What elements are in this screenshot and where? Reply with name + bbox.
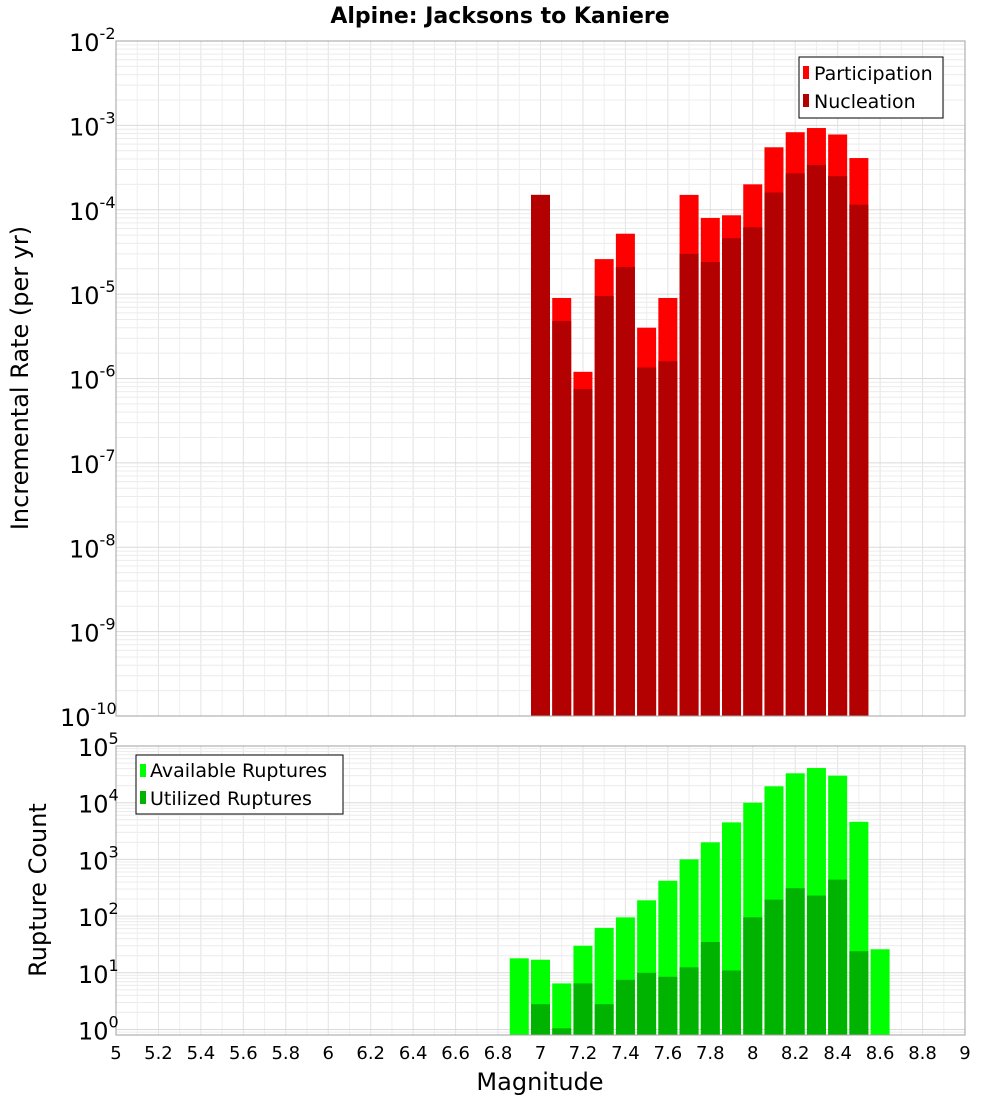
x-tick-label: 7.8 <box>696 1043 725 1064</box>
rate-plot-bar-nucleation <box>722 238 742 716</box>
rupture-count-bar-utilized-ruptures <box>615 979 635 1035</box>
rupture-count-bar-utilized-ruptures <box>658 976 678 1035</box>
x-tick-label: 5.6 <box>229 1043 258 1064</box>
x-tick-label: 5.4 <box>187 1043 216 1064</box>
rate-plot-y-tick-label: 10-8 <box>69 530 116 563</box>
rate-plot-legend: Participation Nucleation <box>798 56 944 119</box>
rupture-count-bar-utilized-ruptures <box>573 983 593 1035</box>
rate-plot-y-tick-label: 10-2 <box>69 24 116 57</box>
rupture-count-y-tick-label: 103 <box>78 842 119 875</box>
rupture-count-y-tick-label: 102 <box>78 899 119 932</box>
rate-plot-bar-nucleation <box>658 361 678 716</box>
rupture-count-bar-utilized-ruptures <box>594 1004 614 1035</box>
rate-plot-bar-nucleation <box>594 296 614 716</box>
rupture-count-bar-available-ruptures <box>509 958 529 1035</box>
x-tick-label: 5.8 <box>271 1043 300 1064</box>
legend-participation-label: Participation <box>814 63 933 85</box>
x-tick-label: 8.8 <box>908 1043 937 1064</box>
rate-plot-bar-nucleation <box>615 266 635 716</box>
rate-plot-y-tick-label: 10-7 <box>69 446 116 479</box>
rupture-count-y-tick-label: 105 <box>78 729 119 762</box>
rate-plot-y-tick-label: 10-4 <box>69 193 116 226</box>
rate-plot-panel: 10-10 10-9 10-8 10-7 10-6 10-5 10-4 10-3 10-2 In… <box>6 24 966 732</box>
rupture-count-panel: 100 101 102 103 104 105 5 5.2 5.4 5.6 5.8 6 6.2 6.4 6… <box>24 729 971 1096</box>
rupture-count-bars <box>509 767 890 1035</box>
legend-nucleation-label: Nucleation <box>814 91 916 113</box>
rupture-count-bar-utilized-ruptures <box>552 1028 572 1035</box>
rupture-count-bar-utilized-ruptures <box>679 967 699 1035</box>
rate-plot-bar-nucleation <box>806 164 826 716</box>
rate-plot-y-tick-label: 10-3 <box>69 108 116 141</box>
rate-plot-legend-box <box>798 56 944 119</box>
x-tick-label: 6.8 <box>484 1043 513 1064</box>
x-tick-label: 7.4 <box>611 1043 640 1064</box>
x-tick-label: 8.6 <box>866 1043 895 1064</box>
rate-plot-y-tick-label: 10-9 <box>69 615 116 648</box>
legend-participation-swatch <box>803 66 809 79</box>
rupture-count-bar-utilized-ruptures <box>806 895 826 1035</box>
rupture-count-bar-utilized-ruptures <box>637 972 657 1035</box>
rate-plot-bar-nucleation <box>573 389 593 716</box>
rate-plot-bar-nucleation <box>828 176 848 716</box>
x-tick-label: 6.2 <box>356 1043 385 1064</box>
rupture-count-frame <box>115 745 966 1036</box>
rate-plot-bar-nucleation <box>679 253 699 716</box>
x-tick-label: 6.6 <box>441 1043 470 1064</box>
legend-available-swatch <box>140 764 146 777</box>
x-tick-label: 8 <box>747 1043 758 1064</box>
rupture-count-bar-available-ruptures <box>870 949 890 1035</box>
legend-available-label: Available Ruptures <box>150 760 327 782</box>
rate-plot-y-ticks: 10-10 10-9 10-8 10-7 10-6 10-5 10-4 10-3 10-2 <box>60 24 117 732</box>
x-tick-label: 6 <box>323 1043 334 1064</box>
rupture-count-bar-utilized-ruptures <box>700 941 720 1035</box>
rate-plot-bar-nucleation <box>700 262 720 716</box>
rate-plot-y-axis-label: Incremental Rate (per yr) <box>6 226 34 530</box>
rupture-count-y-tick-label: 100 <box>78 1013 119 1046</box>
x-tick-label: 8.2 <box>781 1043 810 1064</box>
legend-nucleation-swatch <box>803 94 809 107</box>
x-tick-label: 7 <box>535 1043 546 1064</box>
rate-plot-bar-nucleation <box>637 367 657 716</box>
rate-plot-bars <box>531 128 869 717</box>
rupture-count-bar-utilized-ruptures <box>764 899 784 1035</box>
rupture-count-bar-utilized-ruptures <box>531 1004 550 1035</box>
x-tick-label: 8.4 <box>823 1043 852 1064</box>
x-tick-label: 5.2 <box>144 1043 173 1064</box>
rate-plot-bar-nucleation <box>785 173 805 716</box>
x-tick-label: 6.4 <box>399 1043 428 1064</box>
rupture-count-x-ticks: 5 5.2 5.4 5.6 5.8 6 6.2 6.4 6.6 6.8 7 7.2 7.4 7.6 7.8 8… <box>110 1043 970 1064</box>
rupture-count-y-tick-label: 101 <box>78 956 119 989</box>
rate-plot-bar-nucleation <box>531 194 550 716</box>
rupture-count-bar-utilized-ruptures <box>722 970 742 1035</box>
rate-plot-frame <box>115 40 966 717</box>
rupture-count-bar-utilized-ruptures <box>743 917 763 1035</box>
x-tick-label: 9 <box>959 1043 970 1064</box>
x-tick-label: 7.2 <box>569 1043 598 1064</box>
rate-plot-bar-nucleation <box>552 321 572 716</box>
rupture-count-bar-utilized-ruptures <box>785 888 805 1035</box>
rupture-count-bar-utilized-ruptures <box>828 879 848 1035</box>
rupture-count-legend: Available Ruptures Utilized Ruptures <box>135 754 344 815</box>
rupture-count-bar-utilized-ruptures <box>849 951 869 1035</box>
rupture-count-bar-available-ruptures <box>552 983 572 1035</box>
rate-plot-y-tick-label: 10-5 <box>69 277 116 310</box>
rupture-count-y-tick-label: 104 <box>78 786 119 819</box>
legend-utilized-label: Utilized Ruptures <box>150 788 312 810</box>
rate-plot-bar-nucleation <box>849 204 869 717</box>
rupture-count-legend-box <box>135 754 344 815</box>
rate-plot-bar-nucleation <box>743 227 763 716</box>
chart-title: Alpine: Jacksons to Kaniere <box>330 4 669 29</box>
rate-plot-bar-nucleation <box>764 192 784 717</box>
x-tick-label: 7.6 <box>654 1043 683 1064</box>
x-axis-label: Magnitude <box>476 1068 603 1096</box>
rupture-count-y-axis-label: Rupture Count <box>24 803 52 977</box>
rate-plot-y-tick-label: 10-6 <box>69 362 116 395</box>
rupture-count-y-ticks: 100 101 102 103 104 105 <box>78 729 119 1046</box>
x-tick-label: 5 <box>110 1043 121 1064</box>
rate-plot-y-tick-label: 10-10 <box>60 699 117 732</box>
legend-utilized-swatch <box>140 791 146 804</box>
